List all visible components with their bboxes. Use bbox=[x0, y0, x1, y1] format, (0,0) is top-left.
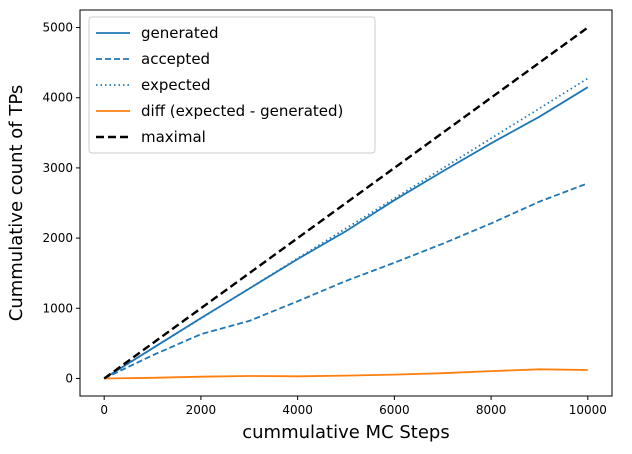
y-axis-label: Cummulative count of TPs bbox=[6, 85, 27, 321]
series-line-1 bbox=[103, 182, 589, 380]
x-tick-label: 4000 bbox=[282, 403, 313, 417]
legend-label: expected bbox=[141, 76, 210, 94]
plot-lines bbox=[103, 26, 589, 380]
x-axis-label: cummulative MC Steps bbox=[242, 422, 450, 443]
x-axis-ticks: 0 2000 4000 6000 8000 10000 bbox=[100, 396, 607, 417]
legend: generated accepted expected diff (expected … bbox=[88, 16, 376, 154]
x-tick-label: 2000 bbox=[186, 403, 217, 417]
legend-label: maximal bbox=[141, 128, 206, 146]
legend-label: generated bbox=[141, 24, 218, 42]
y-tick-label: 3000 bbox=[42, 161, 73, 175]
y-tick-label: 2000 bbox=[42, 231, 73, 245]
x-tick-label: 0 bbox=[100, 403, 108, 417]
legend-box bbox=[88, 16, 376, 154]
series-line-4 bbox=[103, 26, 589, 380]
plot-frame bbox=[79, 9, 613, 397]
y-tick-label: 5000 bbox=[42, 21, 73, 35]
legend-label: accepted bbox=[141, 50, 210, 68]
y-tick-label: 0 bbox=[65, 371, 73, 385]
y-tick-label: 1000 bbox=[42, 301, 73, 315]
x-tick-label: 6000 bbox=[379, 403, 410, 417]
series-line-3 bbox=[104, 368, 588, 380]
series-line-2 bbox=[103, 77, 589, 380]
x-tick-label: 10000 bbox=[569, 403, 607, 417]
x-tick-label: 8000 bbox=[476, 403, 507, 417]
legend-label: diff (expected - generated) bbox=[141, 102, 343, 120]
y-tick-label: 4000 bbox=[42, 91, 73, 105]
y-axis-ticks: 0 1000 2000 3000 4000 5000 bbox=[42, 21, 80, 385]
